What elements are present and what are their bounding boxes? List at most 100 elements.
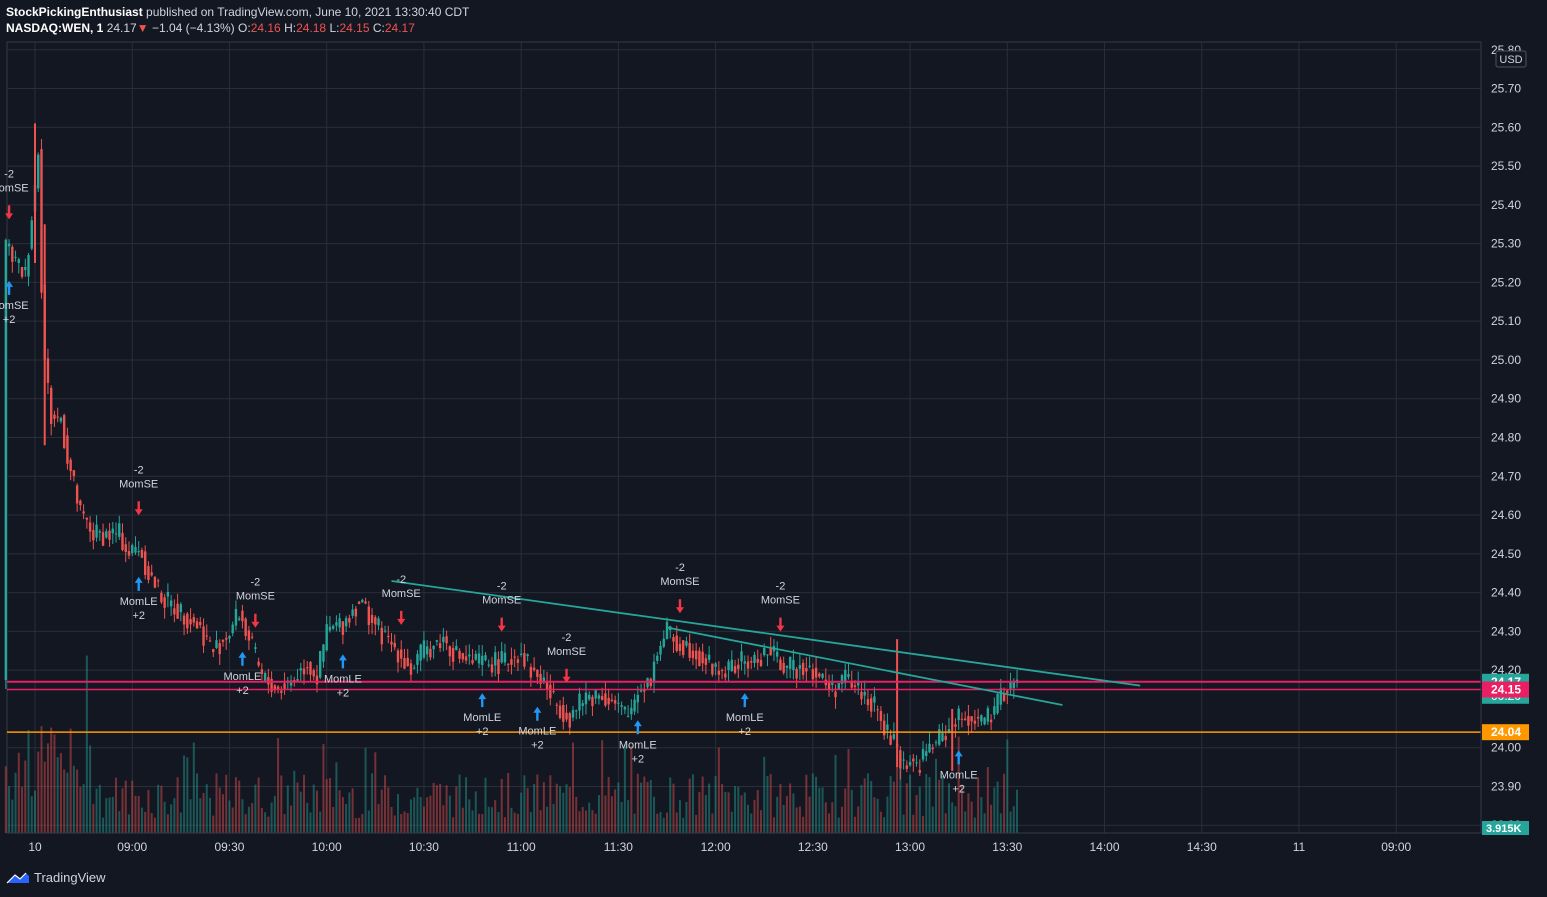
candle[interactable]: [526, 653, 529, 662]
candle[interactable]: [691, 643, 695, 666]
candle[interactable]: [983, 716, 986, 726]
candle[interactable]: [137, 541, 140, 557]
candle[interactable]: [620, 701, 623, 716]
candle[interactable]: [92, 522, 95, 550]
candle[interactable]: [50, 385, 53, 436]
candle[interactable]: [630, 699, 633, 720]
candle[interactable]: [357, 600, 361, 605]
candle[interactable]: [306, 661, 309, 675]
long-entry-signal[interactable]: MomSE +2: [0, 280, 29, 326]
candle[interactable]: [993, 697, 996, 720]
symbol-label[interactable]: NASDAQ:WEN, 1: [6, 21, 104, 35]
candle[interactable]: [740, 643, 743, 671]
candle[interactable]: [461, 652, 465, 663]
candle[interactable]: [244, 617, 247, 641]
candle[interactable]: [30, 216, 33, 251]
short-entry-signal[interactable]: -2 MomSE: [382, 574, 421, 625]
candle[interactable]: [788, 656, 792, 679]
candle[interactable]: [335, 615, 338, 632]
trendline[interactable]: [666, 626, 1063, 706]
candle[interactable]: [565, 704, 568, 722]
candle[interactable]: [331, 624, 335, 631]
candle[interactable]: [390, 632, 393, 653]
candle[interactable]: [59, 416, 63, 424]
author-name[interactable]: StockPickingEnthusiast: [6, 5, 143, 19]
candle[interactable]: [980, 714, 983, 726]
candle[interactable]: [186, 611, 189, 635]
candle[interactable]: [996, 692, 999, 715]
candle[interactable]: [156, 578, 160, 588]
candle[interactable]: [737, 658, 740, 679]
candle[interactable]: [11, 244, 14, 273]
candle[interactable]: [208, 636, 212, 643]
candle[interactable]: [626, 705, 630, 718]
candle[interactable]: [500, 641, 503, 664]
candle[interactable]: [118, 515, 121, 540]
candle[interactable]: [438, 634, 442, 653]
candle[interactable]: [56, 407, 59, 423]
candle[interactable]: [254, 642, 257, 654]
candle[interactable]: [225, 632, 228, 650]
short-entry-signal[interactable]: -2 MomSE: [0, 168, 29, 220]
candle[interactable]: [354, 605, 358, 626]
candle[interactable]: [957, 705, 960, 730]
candle[interactable]: [775, 641, 779, 663]
candle[interactable]: [448, 645, 452, 667]
candle[interactable]: [17, 257, 20, 274]
candle[interactable]: [844, 663, 847, 689]
candle[interactable]: [131, 543, 134, 557]
candle[interactable]: [98, 529, 102, 541]
candle[interactable]: [513, 649, 516, 668]
short-entry-signal[interactable]: -2 MomSE: [119, 464, 158, 516]
candle[interactable]: [604, 682, 607, 708]
candle[interactable]: [552, 683, 555, 694]
long-entry-signal[interactable]: MomLE +2: [463, 693, 501, 738]
candle[interactable]: [594, 689, 597, 704]
candle[interactable]: [24, 258, 27, 277]
short-entry-signal[interactable]: -2 MomSE: [547, 632, 586, 683]
candle[interactable]: [241, 604, 244, 629]
candle[interactable]: [866, 688, 870, 711]
candle[interactable]: [519, 642, 523, 657]
candle[interactable]: [494, 646, 497, 677]
candle[interactable]: [147, 561, 150, 584]
candle[interactable]: [419, 643, 422, 672]
candle[interactable]: [338, 613, 341, 632]
candle[interactable]: [121, 523, 124, 552]
candle[interactable]: [808, 656, 811, 669]
candle[interactable]: [163, 594, 166, 619]
candle[interactable]: [506, 663, 510, 672]
candle[interactable]: [416, 650, 419, 674]
candle[interactable]: [857, 671, 860, 695]
candle[interactable]: [782, 656, 785, 675]
candle[interactable]: [639, 683, 643, 693]
candle[interactable]: [976, 708, 980, 728]
candle[interactable]: [412, 664, 416, 670]
candle[interactable]: [435, 639, 439, 646]
trendline[interactable]: [391, 580, 1141, 687]
candle[interactable]: [529, 663, 533, 687]
candle[interactable]: [393, 634, 396, 651]
candle[interactable]: [876, 705, 879, 721]
candle[interactable]: [879, 706, 883, 731]
candle[interactable]: [88, 516, 92, 542]
candle[interactable]: [532, 657, 536, 672]
candle[interactable]: [847, 663, 850, 680]
candle[interactable]: [166, 583, 170, 608]
candle[interactable]: [95, 515, 98, 542]
candle[interactable]: [370, 608, 374, 635]
candle[interactable]: [160, 590, 163, 604]
candle[interactable]: [315, 664, 319, 693]
candle[interactable]: [302, 659, 306, 685]
candle[interactable]: [779, 656, 782, 671]
candle[interactable]: [727, 659, 730, 682]
candle[interactable]: [743, 655, 746, 675]
candle[interactable]: [108, 523, 111, 547]
candle[interactable]: [348, 614, 351, 628]
short-entry-signal[interactable]: -2 MomSE: [236, 577, 275, 628]
candle[interactable]: [263, 671, 267, 683]
candle[interactable]: [490, 656, 494, 677]
candle[interactable]: [20, 266, 24, 279]
candle[interactable]: [101, 523, 105, 547]
candle[interactable]: [704, 654, 708, 675]
